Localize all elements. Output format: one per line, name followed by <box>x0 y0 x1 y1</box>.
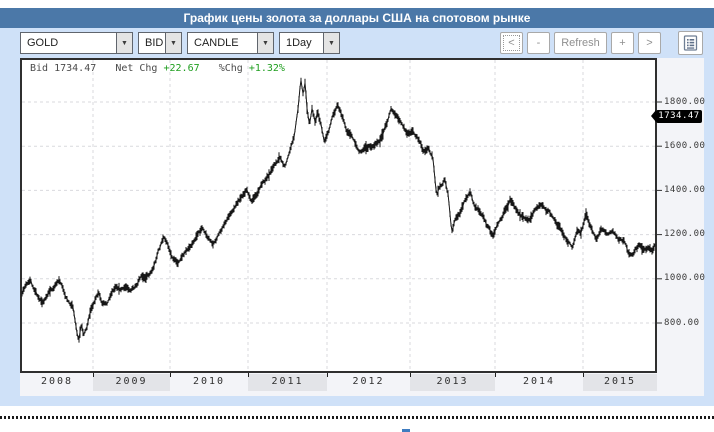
bid-label: Bid <box>30 63 49 74</box>
zoom-out-button[interactable]: - <box>527 32 550 54</box>
data-table-icon <box>683 35 698 51</box>
y-axis-label: 1800.00 <box>664 96 706 107</box>
year-tick <box>583 373 584 377</box>
year-band <box>93 374 170 391</box>
chart-type-select-value: CANDLE <box>187 32 257 54</box>
pan-left-button[interactable]: < <box>500 32 523 54</box>
net-chg-label: Net Chg <box>115 63 158 74</box>
chevron-down-icon[interactable]: ▼ <box>116 32 133 54</box>
x-axis-label: 2010 <box>192 376 226 387</box>
price-chart-plot[interactable] <box>20 58 657 373</box>
toolbar: GOLD ▼ BID ▼ CANDLE ▼ 1Day ▼ < - <box>0 28 714 58</box>
x-axis-label: 2014 <box>522 376 556 387</box>
x-axis-label: 2009 <box>115 376 148 387</box>
y-axis-label: 800.00 <box>664 317 700 328</box>
year-tick <box>495 373 496 377</box>
y-axis-label: 1000.00 <box>664 273 706 284</box>
bid-value: 1734.47 <box>54 63 97 74</box>
x-axis-label: 2011 <box>271 376 304 387</box>
year-tick <box>327 373 328 377</box>
year-band <box>248 374 327 391</box>
pan-right-button[interactable]: > <box>638 32 661 54</box>
zoom-in-button[interactable]: + <box>611 32 634 54</box>
refresh-button[interactable]: Refresh <box>554 32 607 54</box>
interval-select-value: 1Day <box>279 32 323 54</box>
x-axis: 2008 2009 2010 2011 2012 2013 2014 2015 <box>20 373 677 396</box>
y-axis-label: 1600.00 <box>664 140 706 151</box>
year-band <box>583 374 657 391</box>
toolbar-buttons: < - Refresh + > <box>496 31 714 55</box>
pct-chg-value: +1.32% <box>248 63 285 74</box>
x-axis-label: 2012 <box>352 376 385 387</box>
year-tick <box>248 373 249 377</box>
toolbar-selects: GOLD ▼ BID ▼ CANDLE ▼ 1Day ▼ <box>20 32 345 54</box>
interval-select[interactable]: 1Day ▼ <box>279 32 340 54</box>
year-tick <box>93 373 94 377</box>
symbol-select-value: GOLD <box>20 32 116 54</box>
side-select[interactable]: BID ▼ <box>138 32 182 54</box>
x-axis-label: 2013 <box>436 376 469 387</box>
year-band <box>410 374 495 391</box>
last-price-badge: 1734.47 <box>651 109 702 123</box>
chevron-down-icon[interactable]: ▼ <box>323 32 340 54</box>
year-tick <box>170 373 171 377</box>
cropped-icon-fragment <box>402 429 410 432</box>
y-axis-label: 1200.00 <box>664 229 706 240</box>
dotted-separator <box>0 416 714 419</box>
widget-title: График цены золота за доллары США на спо… <box>0 8 714 28</box>
chevron-down-icon[interactable]: ▼ <box>257 32 274 54</box>
x-axis-label: 2015 <box>603 376 637 387</box>
pct-chg-label: %Chg <box>218 63 243 74</box>
data-table-button[interactable] <box>678 31 703 55</box>
chart-panel: Bid 1734.47 Net Chg +22.67 %Chg +1.32% 1… <box>20 58 705 396</box>
net-chg-value: +22.67 <box>163 63 200 74</box>
gold-chart-widget: График цены золота за доллары США на спо… <box>0 8 714 406</box>
side-select-value: BID <box>138 32 165 54</box>
chevron-down-icon[interactable]: ▼ <box>165 32 182 54</box>
y-axis-label: 1400.00 <box>664 184 706 195</box>
x-axis-label: 2008 <box>40 376 74 387</box>
chart-type-select[interactable]: CANDLE ▼ <box>187 32 274 54</box>
quote-line: Bid 1734.47 Net Chg +22.67 %Chg +1.32% <box>30 63 285 74</box>
symbol-select[interactable]: GOLD ▼ <box>20 32 133 54</box>
year-tick <box>410 373 411 377</box>
